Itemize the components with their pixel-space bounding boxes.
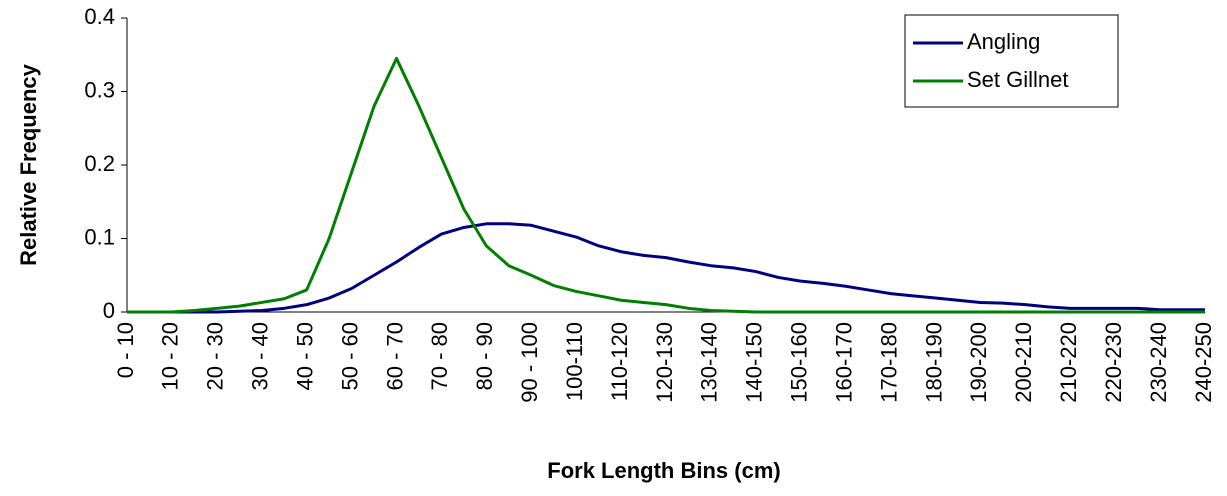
y-tick-label: 0.4 <box>84 4 115 29</box>
x-tick-label: 200-210 <box>1011 322 1036 403</box>
y-tick-label: 0.1 <box>84 224 115 249</box>
legend-label: Set Gillnet <box>967 67 1069 92</box>
x-tick-label: 180-190 <box>921 322 946 403</box>
x-tick-label: 240-250 <box>1191 322 1216 403</box>
x-tick-label: 30 - 40 <box>248 322 273 391</box>
x-tick-label: 80 - 90 <box>472 322 497 391</box>
x-tick-label: 20 - 30 <box>203 322 228 391</box>
x-tick-label: 40 - 50 <box>292 322 317 391</box>
x-tick-label: 120-130 <box>652 322 677 403</box>
series-line <box>127 56 1205 314</box>
x-tick-label: 10 - 20 <box>158 322 183 391</box>
y-tick-label: 0.3 <box>84 77 115 102</box>
x-tick-label: 150-160 <box>787 322 812 403</box>
x-tick-label: 0 - 10 <box>113 322 138 378</box>
x-tick-label: 160-170 <box>831 322 856 403</box>
x-tick-label: 100-110 <box>562 322 587 401</box>
x-tick-label: 60 - 70 <box>382 322 407 391</box>
y-tick-label: 0 <box>103 298 115 323</box>
legend-box <box>904 14 1119 108</box>
y-axis-title: Relative Frequency <box>16 63 41 266</box>
x-tick-label: 140-150 <box>742 322 767 403</box>
x-tick-label: 50 - 60 <box>337 322 362 391</box>
x-tick-label: 210-220 <box>1056 322 1081 403</box>
legend-label: Angling <box>967 29 1040 54</box>
x-tick-label: 170-180 <box>876 322 901 403</box>
x-tick-label: 110-120 <box>607 322 632 401</box>
x-axis-title: Fork Length Bins (cm) <box>547 458 780 483</box>
y-tick-label: 0.2 <box>84 151 115 176</box>
x-tick-label: 230-240 <box>1146 322 1171 403</box>
x-tick-label: 190-200 <box>966 322 991 403</box>
x-tick-label: 220-230 <box>1101 322 1126 403</box>
x-tick-label: 70 - 80 <box>427 322 452 391</box>
x-tick-label: 130-140 <box>697 322 722 403</box>
x-tick-label: 90 - 100 <box>517 322 542 403</box>
series-line <box>127 222 1205 314</box>
